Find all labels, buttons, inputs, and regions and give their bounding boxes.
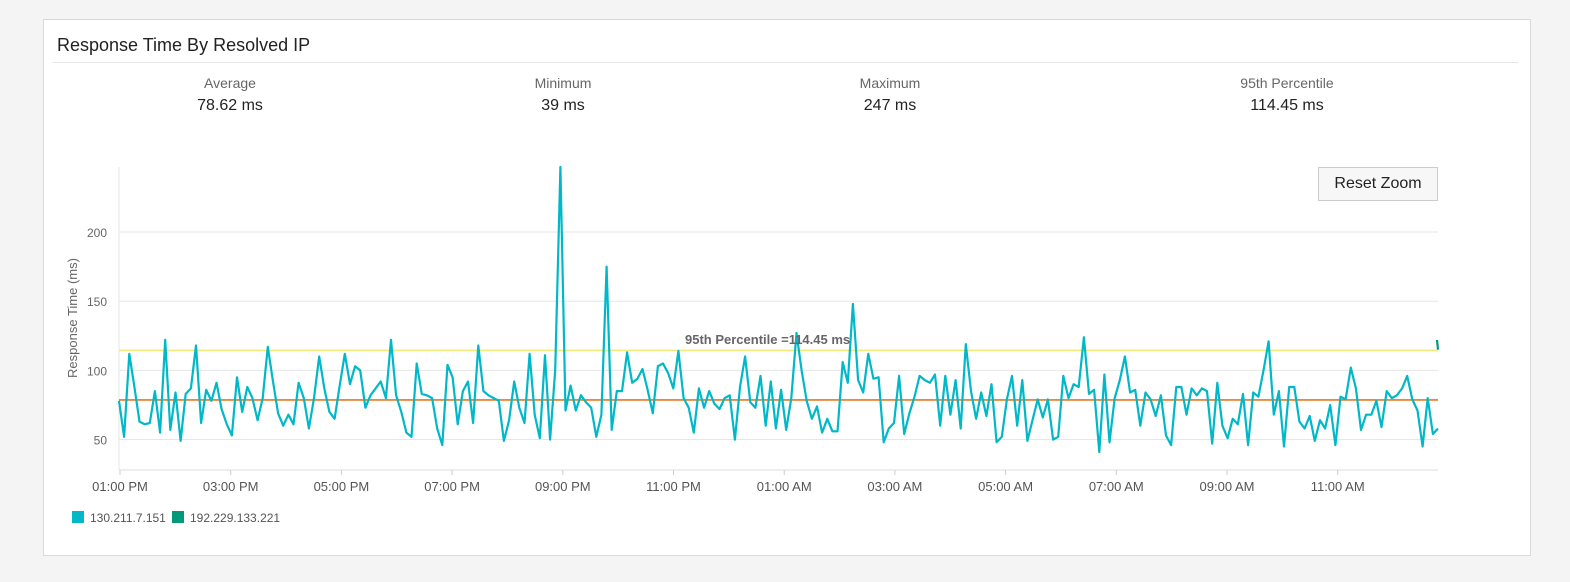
stat-label: Minimum [534, 75, 592, 91]
stat-95th-percentile: 95th Percentile 114.45 ms [1157, 75, 1417, 115]
legend-item[interactable]: 130.211.7.151 [90, 511, 166, 525]
y-tick-label: 100 [87, 364, 107, 378]
x-tick-label: 05:00 PM [314, 479, 370, 494]
reset-zoom-button[interactable]: Reset Zoom [1318, 167, 1438, 201]
y-axis-title: Response Time (ms) [65, 258, 80, 378]
series-line-192-229-133-221 [1435, 339, 1440, 350]
divider [53, 62, 1518, 63]
stat-value: 114.45 ms [1250, 97, 1324, 114]
legend-item[interactable]: 192.229.133.221 [190, 511, 280, 525]
series-line-130-211-7-151 [117, 165, 1439, 454]
panel-title: Response Time By Resolved IP [57, 35, 311, 55]
response-time-panel: Response Time By Resolved IP Average 78.… [43, 19, 1531, 556]
stat-maximum: Maximum 247 ms [760, 75, 1020, 115]
stat-label: 95th Percentile [1240, 75, 1334, 91]
x-tick-label: 11:00 PM [646, 479, 701, 494]
legend-swatch [172, 511, 184, 523]
stat-value: 78.62 ms [197, 97, 263, 114]
stat-value: 247 ms [863, 97, 917, 114]
x-tick-label: 01:00 PM [92, 479, 148, 494]
x-tick-label: 07:00 AM [1089, 479, 1144, 494]
x-tick-label: 01:00 AM [757, 479, 812, 494]
stat-average: Average 78.62 ms [100, 75, 360, 115]
x-tick-label: 09:00 PM [535, 479, 591, 494]
stat-label: Average [204, 75, 256, 91]
x-tick-label: 09:00 AM [1200, 479, 1255, 494]
stat-value: 39 ms [541, 97, 585, 114]
stat-label: Maximum [859, 75, 921, 91]
x-tick-label: 05:00 AM [978, 479, 1033, 494]
y-tick-label: 200 [87, 226, 107, 240]
x-tick-label: 11:00 AM [1311, 479, 1365, 494]
y-tick-label: 50 [94, 434, 108, 448]
x-tick-label: 07:00 PM [424, 479, 480, 494]
percentile-95-label: 95th Percentile =114.45 ms [685, 332, 850, 347]
x-tick-label: 03:00 PM [203, 479, 259, 494]
stat-minimum: Minimum 39 ms [433, 75, 693, 115]
x-tick-label: 03:00 AM [867, 479, 922, 494]
legend-swatch [72, 511, 84, 523]
y-tick-label: 150 [87, 295, 107, 309]
